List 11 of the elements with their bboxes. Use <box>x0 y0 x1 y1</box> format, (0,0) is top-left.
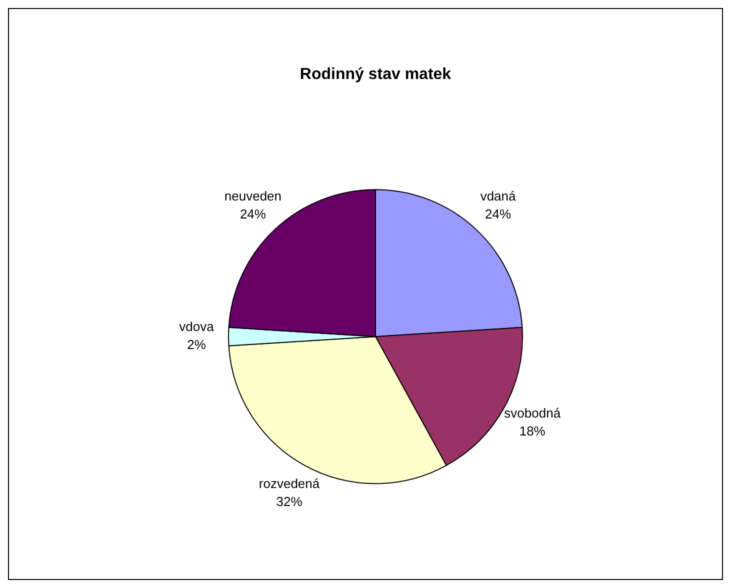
slice-label: svobodná <box>504 405 562 420</box>
chart-title: Rodinný stav matek <box>300 66 452 84</box>
slice-label: neuveden <box>224 188 282 204</box>
slice-label: rozvedená <box>258 476 320 492</box>
slice-label: vdaná <box>480 188 517 204</box>
data-label: 24% <box>485 206 512 222</box>
slice-label: vdova <box>179 319 215 334</box>
data-label: 2% <box>187 337 206 352</box>
data-label: 24% <box>240 206 266 222</box>
data-label: 32% <box>276 494 303 510</box>
data-label: 18% <box>519 423 546 438</box>
